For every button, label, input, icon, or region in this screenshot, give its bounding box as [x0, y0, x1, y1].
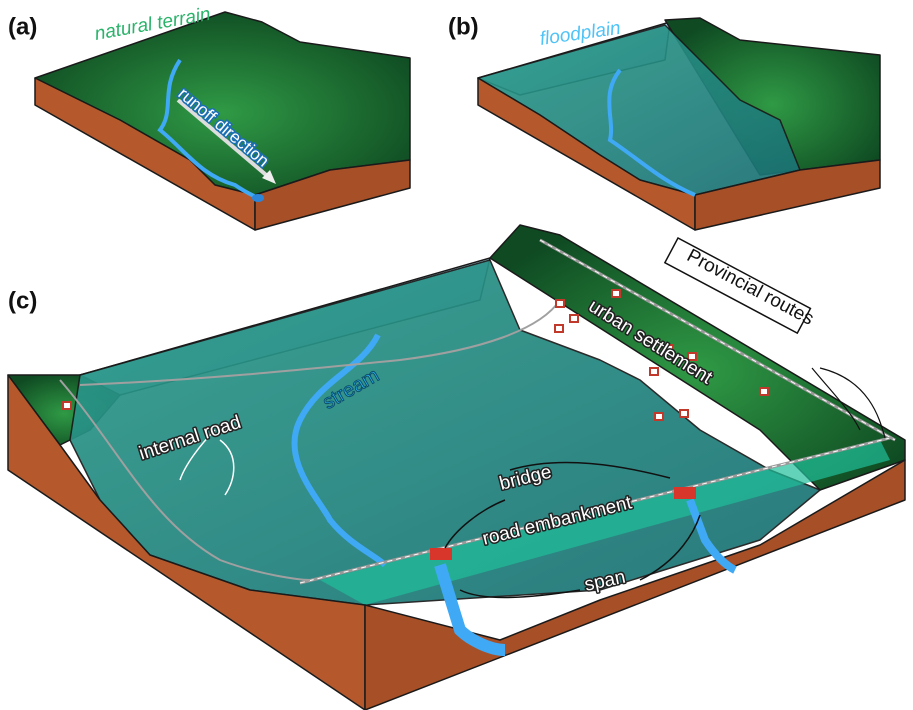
annotation: Provincial routes	[683, 245, 817, 329]
panel-b: (b) floodplain	[448, 13, 880, 230]
bridge	[674, 487, 696, 499]
panel-label: (c)	[8, 287, 37, 314]
panel-c: (c) Provincial routes urban settlement s…	[8, 225, 905, 710]
bridge	[430, 548, 452, 560]
panel-label: (a)	[8, 13, 37, 40]
panel-a: (a) natural terrain runoff direction	[8, 4, 410, 230]
panel-label: (b)	[448, 13, 479, 40]
stream-mouth	[252, 194, 264, 202]
diagram: (a) natural terrain runoff direction (b)…	[0, 0, 913, 710]
